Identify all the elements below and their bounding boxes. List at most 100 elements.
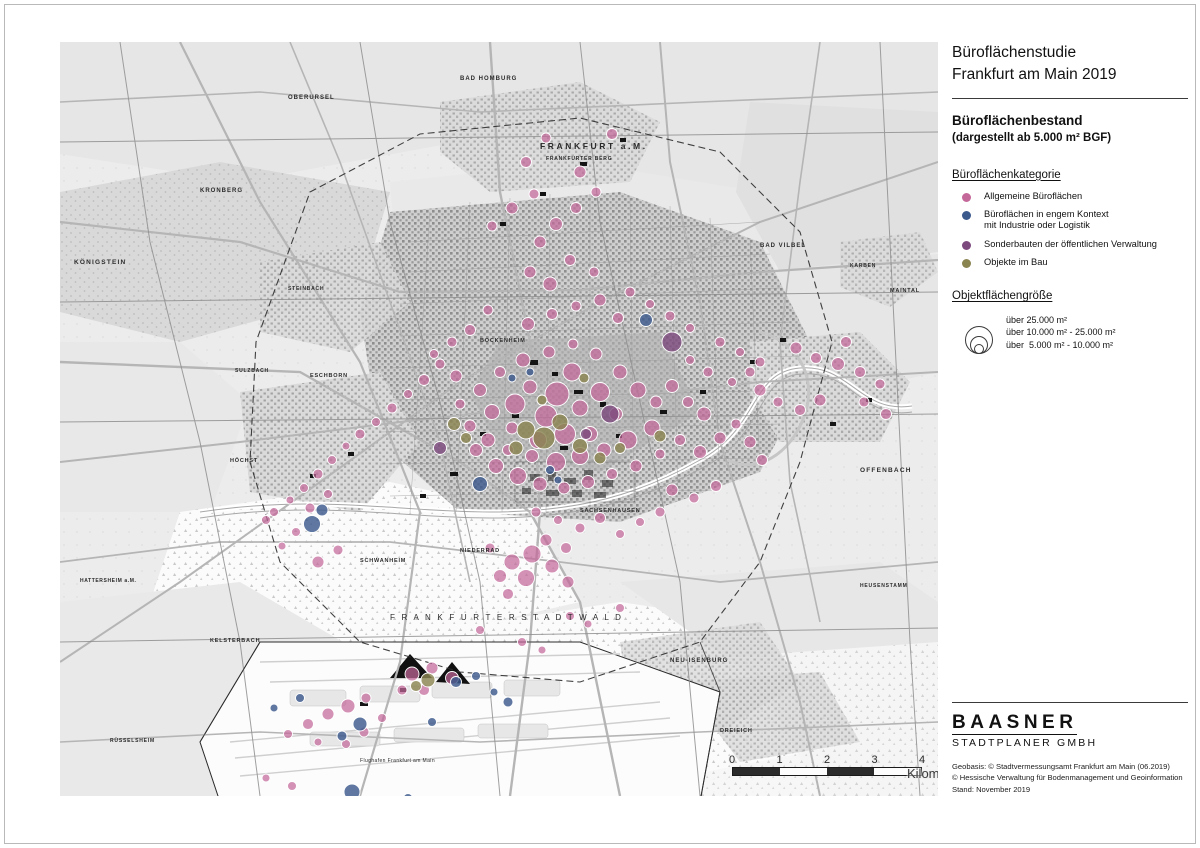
office-bubble[interactable] [283, 729, 293, 739]
office-bubble[interactable] [789, 341, 803, 355]
office-bubble[interactable] [386, 402, 398, 414]
office-bubble[interactable] [580, 428, 592, 440]
office-bubble[interactable] [447, 417, 461, 431]
office-bubble[interactable] [425, 661, 439, 675]
office-bubble[interactable] [521, 317, 535, 331]
office-bubble[interactable] [261, 773, 271, 783]
office-bubble[interactable] [360, 692, 372, 704]
office-bubble[interactable] [840, 336, 852, 348]
office-bubble[interactable] [560, 542, 572, 554]
office-bubble[interactable] [614, 442, 626, 454]
office-bubble[interactable] [730, 418, 742, 430]
office-bubble[interactable] [589, 347, 603, 361]
office-bubble[interactable] [615, 529, 625, 539]
office-bubble[interactable] [403, 389, 413, 399]
office-bubble[interactable] [544, 558, 560, 574]
office-bubble[interactable] [525, 449, 539, 463]
office-bubble[interactable] [693, 445, 707, 459]
office-bubble[interactable] [517, 637, 527, 647]
office-bubble[interactable] [427, 717, 437, 727]
office-bubble[interactable] [515, 352, 531, 368]
office-bubble[interactable] [539, 533, 553, 547]
office-bubble[interactable] [635, 517, 645, 527]
office-bubble[interactable] [520, 156, 532, 168]
office-bubble[interactable] [545, 465, 555, 475]
office-bubble[interactable] [664, 310, 676, 322]
office-bubble[interactable] [295, 693, 305, 703]
office-bubble[interactable] [553, 475, 563, 485]
office-bubble[interactable] [567, 338, 579, 350]
office-bubble[interactable] [565, 611, 575, 621]
office-bubble[interactable] [756, 454, 768, 466]
office-bubble[interactable] [269, 703, 279, 713]
office-bubble[interactable] [321, 707, 335, 721]
office-bubble[interactable] [581, 475, 595, 489]
office-bubble[interactable] [553, 515, 563, 525]
office-bubble[interactable] [532, 426, 556, 450]
office-bubble[interactable] [517, 569, 535, 587]
office-bubble[interactable] [472, 476, 488, 492]
office-bubble[interactable] [277, 541, 287, 551]
office-bubble[interactable] [743, 435, 757, 449]
office-bubble[interactable] [772, 396, 784, 408]
office-bubble[interactable] [588, 266, 600, 278]
office-bubble[interactable] [473, 383, 487, 397]
office-bubble[interactable] [629, 381, 647, 399]
office-bubble[interactable] [311, 555, 325, 569]
office-bubble[interactable] [446, 336, 458, 348]
office-bubble[interactable] [593, 293, 607, 307]
office-bubble[interactable] [450, 676, 462, 688]
office-bubble[interactable] [418, 374, 430, 386]
office-bubble[interactable] [735, 347, 745, 357]
office-bubble[interactable] [727, 377, 737, 387]
map-canvas[interactable]: FRANKFURT a.M. FRANKFURTER BERG F R A N K … [60, 42, 938, 796]
office-bubble[interactable] [562, 362, 582, 382]
legend-row[interactable]: Objekte im Bau [952, 257, 1188, 268]
office-bubble[interactable] [315, 503, 329, 517]
office-bubble[interactable] [600, 404, 620, 424]
office-bubble[interactable] [858, 396, 870, 408]
office-bubble[interactable] [489, 687, 499, 697]
office-bubble[interactable] [874, 378, 886, 390]
office-bubble[interactable] [486, 220, 498, 232]
office-bubble[interactable] [420, 672, 436, 688]
office-bubble[interactable] [396, 684, 408, 696]
office-bubble[interactable] [674, 434, 686, 446]
office-bubble[interactable] [639, 313, 653, 327]
office-bubble[interactable] [508, 440, 524, 456]
office-bubble[interactable] [332, 544, 344, 556]
office-bubble[interactable] [533, 235, 547, 249]
office-bubble[interactable] [542, 345, 556, 359]
office-bubble[interactable] [549, 217, 563, 231]
office-bubble[interactable] [572, 438, 588, 454]
office-bubble[interactable] [546, 308, 558, 320]
office-bubble[interactable] [537, 645, 547, 655]
office-bubble[interactable] [540, 132, 552, 144]
office-bubble[interactable] [810, 352, 822, 364]
office-bubble[interactable] [493, 569, 507, 583]
office-bubble[interactable] [505, 421, 519, 435]
office-bubble[interactable] [594, 512, 606, 524]
office-bubble[interactable] [449, 369, 463, 383]
office-bubble[interactable] [854, 366, 866, 378]
office-bubble[interactable] [313, 737, 323, 747]
office-bubble[interactable] [665, 379, 679, 393]
office-bubble[interactable] [287, 781, 297, 791]
category-legend-list[interactable]: Allgemeine Büroflächen Büroflächen in eng… [952, 191, 1188, 269]
office-bubble[interactable] [615, 603, 625, 613]
office-bubble[interactable] [327, 455, 337, 465]
office-bubble[interactable] [710, 480, 722, 492]
office-bubble[interactable] [509, 467, 527, 485]
office-bubble[interactable] [606, 468, 618, 480]
office-bubble[interactable] [653, 429, 667, 443]
office-bubble[interactable] [505, 201, 519, 215]
legend-row[interactable]: Allgemeine Büroflächen [952, 191, 1188, 202]
office-bubble[interactable] [624, 286, 636, 298]
office-bubble[interactable] [403, 793, 413, 797]
office-bubble[interactable] [570, 202, 582, 214]
office-bubble[interactable] [302, 718, 314, 730]
office-bubble[interactable] [460, 432, 472, 444]
office-bubble[interactable] [645, 299, 655, 309]
office-bubble-layer[interactable] [261, 128, 892, 797]
office-bubble[interactable] [696, 406, 712, 422]
